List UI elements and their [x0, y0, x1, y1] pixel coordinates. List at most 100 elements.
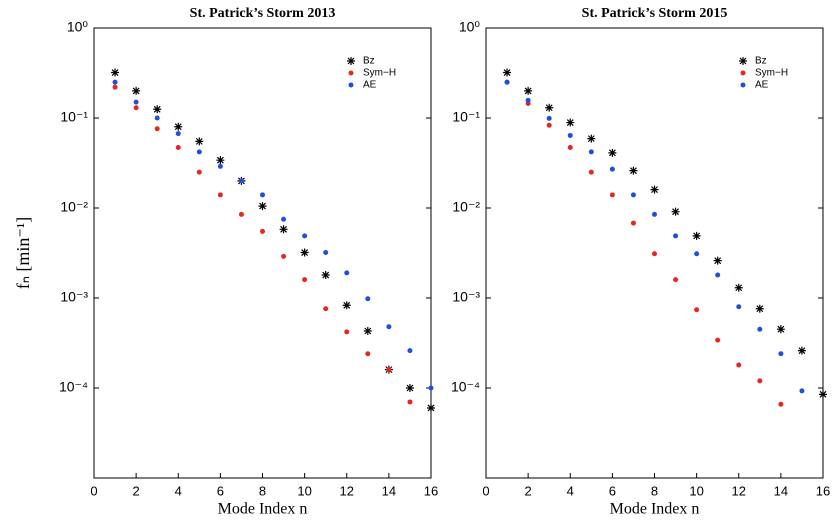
data-point: [630, 220, 636, 226]
data-point: [407, 399, 413, 405]
data-point: [524, 86, 533, 95]
data-point: [238, 211, 244, 217]
data-point: [525, 97, 531, 103]
x-axis-label: Mode Index n: [610, 501, 700, 518]
legend-marker: [347, 57, 355, 65]
data-point: [323, 306, 329, 312]
data-point: [300, 248, 309, 257]
data-point: [694, 307, 700, 313]
data-point: [734, 283, 743, 292]
data-point: [365, 296, 371, 302]
data-point: [546, 122, 552, 128]
legend-marker: [739, 57, 747, 65]
data-point: [132, 86, 141, 95]
x-tick-label: 8: [259, 483, 266, 498]
data-point: [386, 324, 392, 330]
data-point: [344, 270, 350, 276]
data-point: [715, 337, 721, 343]
data-point: [713, 256, 722, 265]
plot-frame: [93, 27, 432, 479]
data-point: [778, 351, 784, 357]
data-point: [799, 388, 805, 394]
legend-marker: [348, 70, 354, 76]
data-point: [260, 228, 265, 234]
data-point: [195, 137, 204, 146]
data-point: [757, 378, 763, 384]
chart-title: St. Patrick’s Storm 2013: [190, 6, 336, 21]
legend-label: AE: [755, 80, 769, 91]
data-point: [673, 233, 679, 239]
data-point: [216, 156, 225, 165]
data-point: [321, 271, 330, 280]
data-point: [302, 277, 308, 283]
y-tick-label: 10⁻³: [60, 289, 88, 305]
data-point: [650, 185, 659, 194]
x-tick-label: 16: [424, 483, 438, 498]
data-point: [238, 178, 244, 184]
data-point: [587, 134, 596, 143]
data-point: [545, 103, 554, 112]
data-point: [567, 132, 573, 138]
x-tick-label: 14: [774, 483, 788, 498]
data-point: [196, 149, 202, 155]
x-tick-label: 0: [90, 483, 97, 498]
data-point: [112, 84, 118, 90]
x-tick-label: 10: [689, 483, 703, 498]
x-tick-label: 6: [609, 483, 616, 498]
data-point: [797, 346, 806, 355]
x-tick-label: 14: [382, 483, 396, 498]
y-tick-label: 10⁻⁴: [451, 379, 480, 395]
data-point: [588, 149, 594, 155]
y-tick-label: 10⁻²: [452, 199, 480, 215]
y-tick-label: 10⁻¹: [452, 109, 480, 125]
data-point: [736, 304, 742, 310]
data-point: [736, 362, 742, 368]
data-point: [302, 233, 308, 239]
legend-label: Sym−H: [755, 68, 788, 79]
data-point: [386, 367, 392, 373]
y-tick-label: 10⁻⁴: [59, 379, 88, 395]
data-point: [778, 401, 784, 407]
x-tick-label: 0: [482, 483, 489, 498]
legend-label: Sym−H: [363, 68, 396, 79]
chart-title: St. Patrick’s Storm 2015: [582, 6, 728, 21]
x-tick-label: 12: [732, 483, 746, 498]
data-point: [588, 169, 594, 175]
data-point: [260, 192, 265, 198]
data-point: [504, 79, 510, 85]
legend-marker: [740, 82, 746, 88]
legend-marker: [740, 70, 746, 76]
data-point: [365, 351, 371, 357]
data-point: [566, 118, 575, 127]
data-point: [281, 253, 287, 259]
data-point: [133, 99, 139, 105]
data-point: [112, 79, 118, 85]
legend-label: Bz: [363, 56, 375, 67]
data-point: [363, 326, 372, 335]
data-point: [629, 166, 638, 175]
data-point: [715, 272, 721, 278]
data-point: [630, 192, 636, 198]
x-tick-label: 6: [217, 483, 224, 498]
data-point: [258, 202, 267, 211]
data-point: [609, 192, 615, 198]
data-point: [217, 163, 223, 169]
y-tick-label: 10⁻³: [452, 289, 480, 305]
legend-label: Bz: [755, 56, 767, 67]
data-point: [608, 148, 617, 157]
data-point: [609, 166, 615, 172]
data-point: [671, 207, 680, 216]
x-tick-label: 12: [340, 483, 354, 498]
data-point: [819, 390, 827, 399]
x-tick-label: 2: [133, 483, 140, 498]
y-tick-label: 10⁰: [67, 19, 89, 35]
data-point: [281, 216, 287, 222]
data-point: [111, 68, 120, 77]
y-axis-label: fₙ [min⁻¹]: [13, 217, 33, 290]
x-tick-label: 4: [175, 483, 182, 498]
data-point: [428, 385, 434, 391]
data-point: [175, 131, 181, 137]
y-tick-label: 10⁻¹: [60, 109, 88, 125]
data-point: [196, 169, 202, 175]
